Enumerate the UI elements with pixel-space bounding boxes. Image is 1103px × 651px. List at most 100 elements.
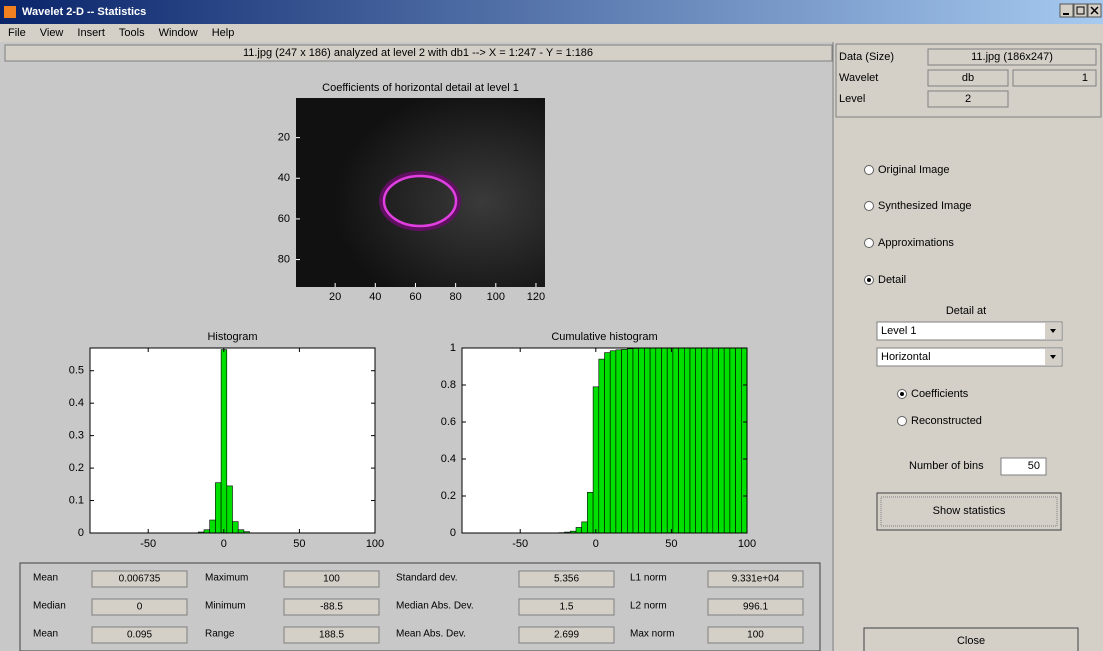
x-tick-label: 100 xyxy=(738,538,756,550)
histogram-bar xyxy=(627,349,633,533)
button-label[interactable]: Show statistics xyxy=(933,505,1006,517)
maximize-button[interactable] xyxy=(1074,4,1087,17)
histogram-bar xyxy=(667,348,673,533)
dropdown-value: Horizontal xyxy=(881,351,931,363)
radio-label[interactable]: Approximations xyxy=(878,237,954,249)
x-tick-label: 0 xyxy=(593,538,599,550)
minimize-button[interactable] xyxy=(1060,4,1073,17)
histogram-bar xyxy=(587,492,593,533)
stat-value: 5.356 xyxy=(554,574,579,585)
stat-label: Mean Abs. Dev. xyxy=(396,629,466,640)
histogram-bar xyxy=(696,348,702,533)
window: Wavelet 2-D -- Statistics 11.jpg (247 x … xyxy=(0,0,1103,651)
stat-label: Median xyxy=(33,601,66,612)
right-panel xyxy=(834,42,1103,651)
stat-label: Median Abs. Dev. xyxy=(396,601,474,612)
histogram-bar xyxy=(707,348,713,533)
radio-button[interactable] xyxy=(898,417,907,426)
histogram-bar xyxy=(610,351,616,533)
stat-value: 1.5 xyxy=(560,602,574,613)
y-tick-label: 1 xyxy=(450,342,456,354)
button-label[interactable]: Close xyxy=(957,635,985,647)
app-icon xyxy=(4,6,16,18)
histogram-bar xyxy=(227,486,233,533)
x-tick-label: -50 xyxy=(512,538,528,550)
window-title: Wavelet 2-D -- Statistics xyxy=(22,6,146,18)
menu-item[interactable]: Window xyxy=(159,27,198,39)
y-tick-label: 80 xyxy=(278,253,290,265)
y-tick-label: 20 xyxy=(278,132,290,144)
title-bar xyxy=(0,0,1103,24)
radio-button[interactable] xyxy=(865,166,874,175)
histogram-bar xyxy=(673,348,679,533)
y-tick-label: 0.2 xyxy=(69,462,84,474)
plot-title: Histogram xyxy=(207,331,257,343)
radio-label[interactable]: Detail xyxy=(878,274,906,286)
x-tick-label: 100 xyxy=(487,291,505,303)
plot-title: Cumulative histogram xyxy=(551,331,657,343)
x-tick-label: -50 xyxy=(140,538,156,550)
histogram-bar xyxy=(650,348,656,533)
histogram-bar xyxy=(679,348,685,533)
stat-label: Mean xyxy=(33,573,58,584)
field-label: Number of bins xyxy=(909,460,984,472)
histogram-bar xyxy=(656,348,662,533)
histogram-bar xyxy=(616,350,622,533)
stat-label: L2 norm xyxy=(630,601,667,612)
info-text: 11.jpg (247 x 186) analyzed at level 2 w… xyxy=(243,47,593,59)
histogram-bar xyxy=(582,522,588,533)
histogram-bar xyxy=(210,520,216,533)
x-tick-label: 20 xyxy=(329,291,341,303)
radio-button[interactable] xyxy=(865,202,874,211)
dropdown-value: Level 1 xyxy=(881,325,916,337)
histogram-bar xyxy=(644,348,650,533)
histogram-bar xyxy=(576,527,582,533)
menu-item[interactable]: File xyxy=(8,27,26,39)
radio-label[interactable]: Coefficients xyxy=(911,388,969,400)
radio-button[interactable] xyxy=(865,239,874,248)
radio-dot xyxy=(867,278,871,282)
x-tick-label: 50 xyxy=(665,538,677,550)
radio-label[interactable]: Synthesized Image xyxy=(878,200,972,212)
window-controls[interactable] xyxy=(1060,4,1101,17)
y-tick-label: 0 xyxy=(450,527,456,539)
x-tick-label: 80 xyxy=(450,291,462,303)
menu-item[interactable]: View xyxy=(40,27,64,39)
field-label: Level xyxy=(839,93,865,105)
y-tick-label: 0.5 xyxy=(69,365,84,377)
stat-value: 100 xyxy=(323,574,340,585)
radio-label[interactable]: Original Image xyxy=(878,164,950,176)
wavelet-order: 1 xyxy=(1082,72,1088,84)
y-tick-label: 60 xyxy=(278,213,290,225)
nbins-value: 50 xyxy=(1028,460,1040,472)
histogram-bar xyxy=(713,348,719,533)
y-tick-label: 40 xyxy=(278,172,290,184)
menu-item[interactable]: Tools xyxy=(119,27,145,39)
histogram-bar xyxy=(622,349,628,533)
histogram-bar xyxy=(662,348,668,533)
radio-label[interactable]: Reconstructed xyxy=(911,415,982,427)
section-label: Detail at xyxy=(946,305,986,317)
y-tick-label: 0.8 xyxy=(441,379,456,391)
y-tick-label: 0.1 xyxy=(69,494,84,506)
stat-label: Standard dev. xyxy=(396,573,458,584)
histogram-bar xyxy=(639,348,645,533)
histogram-bar xyxy=(221,350,227,533)
stat-label: Mean xyxy=(33,629,58,640)
stat-value: -88.5 xyxy=(320,602,343,613)
stat-label: Max norm xyxy=(630,629,674,640)
coefficient-image xyxy=(296,98,545,287)
menu-item[interactable]: Help xyxy=(212,27,235,39)
radio-dot xyxy=(900,392,904,396)
y-tick-label: 0.4 xyxy=(441,453,456,465)
histogram-bar xyxy=(719,348,725,533)
y-tick-label: 0.2 xyxy=(441,490,456,502)
histogram-bar xyxy=(633,348,639,533)
x-tick-label: 0 xyxy=(221,538,227,550)
menu-item[interactable]: Insert xyxy=(77,27,105,39)
histogram-bar xyxy=(684,348,690,533)
histogram-bar xyxy=(605,353,611,533)
stat-value: 0 xyxy=(137,602,143,613)
data-size: 11.jpg (186x247) xyxy=(971,51,1053,63)
stat-value: 0.095 xyxy=(127,630,152,641)
